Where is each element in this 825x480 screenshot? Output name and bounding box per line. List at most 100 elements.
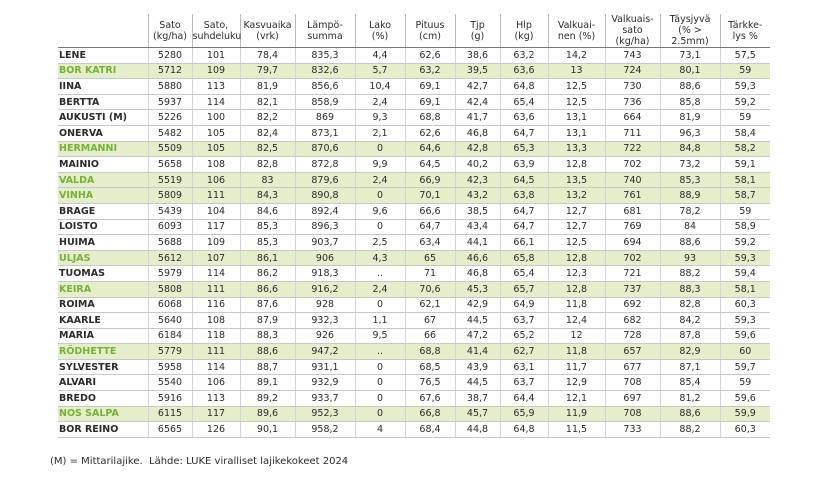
cell: 711: [604, 125, 660, 142]
cell: 4: [354, 421, 405, 438]
cell: 58,2: [719, 141, 770, 158]
header-cell: Tjp (g): [454, 14, 500, 48]
cell: 43,2: [454, 187, 500, 204]
cell: 38,7: [454, 390, 500, 407]
cell: 69,1: [404, 94, 455, 111]
table-row: ONERVA 5482 105 82,4 873,1 2,1 62,6 46,8 64,7 13,…: [58, 125, 770, 142]
cell: 63,9: [499, 156, 548, 173]
header-cell: Lämpö-summa: [294, 14, 355, 48]
cell: 697: [604, 390, 660, 407]
cell: 9,9: [354, 156, 405, 173]
cell: 5712: [147, 63, 192, 80]
header-line: suhdeluku: [192, 30, 242, 42]
cell: 2,4: [354, 281, 405, 298]
cell: 87,8: [659, 328, 720, 345]
variety-name: MARIA: [58, 328, 148, 345]
cell: 42,7: [454, 78, 500, 95]
cell: 12,4: [547, 312, 605, 329]
variety-name: BREDO: [58, 390, 148, 407]
cell: 59,1: [719, 156, 770, 173]
cell: 71: [404, 265, 455, 282]
cell: 38,6: [454, 47, 500, 64]
cell: 13,2: [547, 187, 605, 204]
cell: 59,7: [719, 359, 770, 376]
cell: 0: [354, 406, 405, 423]
cell: 6093: [147, 219, 192, 236]
cell: 63,6: [499, 63, 548, 80]
cell: 78,2: [659, 203, 720, 220]
cell: 79,7: [239, 63, 295, 80]
cell: 9,5: [354, 328, 405, 345]
cell: 73,2: [659, 156, 720, 173]
cell: 931,1: [294, 359, 355, 376]
cell: 65,4: [499, 94, 548, 111]
cell: 869: [294, 109, 355, 126]
cell: 13,5: [547, 172, 605, 189]
cell: 86,6: [239, 281, 295, 298]
header-line: Täysjyvä: [669, 14, 711, 25]
cell: 692: [604, 297, 660, 314]
cell: 89,1: [239, 374, 295, 392]
cell: 43,4: [454, 219, 500, 236]
header-line: (cm): [419, 30, 441, 42]
variety-table: Sato (kg/ha) Sato, suhdeluku Kasvuaika (vrk) L…: [58, 14, 770, 438]
table-row: TUOMAS 5979 114 86,2 918,3.. 71 46,8 65,4 12,3 72…: [58, 265, 770, 282]
cell: 6184: [147, 328, 192, 345]
cell: 721: [604, 265, 660, 282]
cell: 11,8: [547, 343, 605, 360]
cell: 85,3: [239, 234, 295, 251]
cell: 86,2: [239, 265, 295, 282]
cell: 88,9: [659, 187, 720, 204]
header-line: (kg/ha): [153, 30, 187, 42]
cell: 66,9: [404, 172, 455, 189]
cell: 5808: [147, 281, 192, 298]
cell: 66: [404, 328, 455, 345]
cell: 65: [404, 250, 455, 267]
cell: 694: [604, 234, 660, 251]
table-row: MARIA 6184 118 88,3 926 9,5 66 47,2 65,2 12 728 87,…: [58, 328, 770, 345]
cell: 0: [354, 141, 405, 158]
cell: 41,4: [454, 343, 500, 360]
cell: 114: [191, 359, 240, 376]
cell: 64,6: [404, 141, 455, 158]
variety-name: HERMANNI: [58, 141, 148, 158]
cell: 85,3: [659, 172, 720, 189]
cell: 88,7: [239, 359, 295, 376]
cell: 4,4: [354, 47, 405, 64]
cell: 85,3: [239, 219, 295, 236]
header-cell: Kasvuaika (vrk): [239, 14, 295, 48]
cell: 85,8: [659, 94, 720, 111]
cell: 708: [604, 374, 660, 392]
cell: 111: [191, 281, 240, 298]
cell: 46,8: [454, 125, 500, 142]
cell: 5,7: [354, 63, 405, 80]
variety-name: KAARLE: [58, 312, 148, 329]
cell: 39,5: [454, 63, 500, 80]
cell: 58,1: [719, 172, 770, 189]
cell: 0: [354, 187, 405, 204]
cell: 702: [604, 156, 660, 173]
cell: 46,8: [454, 265, 500, 282]
cell: 64,7: [499, 203, 548, 220]
cell: 104: [191, 203, 240, 220]
cell: 12: [547, 328, 605, 345]
cell: 12,7: [547, 203, 605, 220]
cell: 65,9: [499, 406, 548, 423]
cell: 0: [354, 359, 405, 376]
header-line: summa: [307, 30, 343, 42]
header-cell: Lako (%): [354, 14, 405, 48]
cell: 111: [191, 343, 240, 360]
cell: 0: [354, 374, 405, 392]
variety-name: IINA: [58, 78, 148, 95]
header-line: (%): [371, 30, 389, 42]
cell: 59: [719, 203, 770, 220]
cell: 59,6: [719, 328, 770, 345]
cell: 116: [191, 297, 240, 314]
variety-name: BRAGE: [58, 203, 148, 220]
cell: 664: [604, 109, 660, 126]
cell: 83: [239, 172, 295, 189]
table-row: ROIMA 6068 116 87,6 928 0 62,1 42,9 64,9 11,8 692 8…: [58, 297, 770, 314]
cell: 60: [719, 343, 770, 360]
cell: 108: [191, 156, 240, 173]
